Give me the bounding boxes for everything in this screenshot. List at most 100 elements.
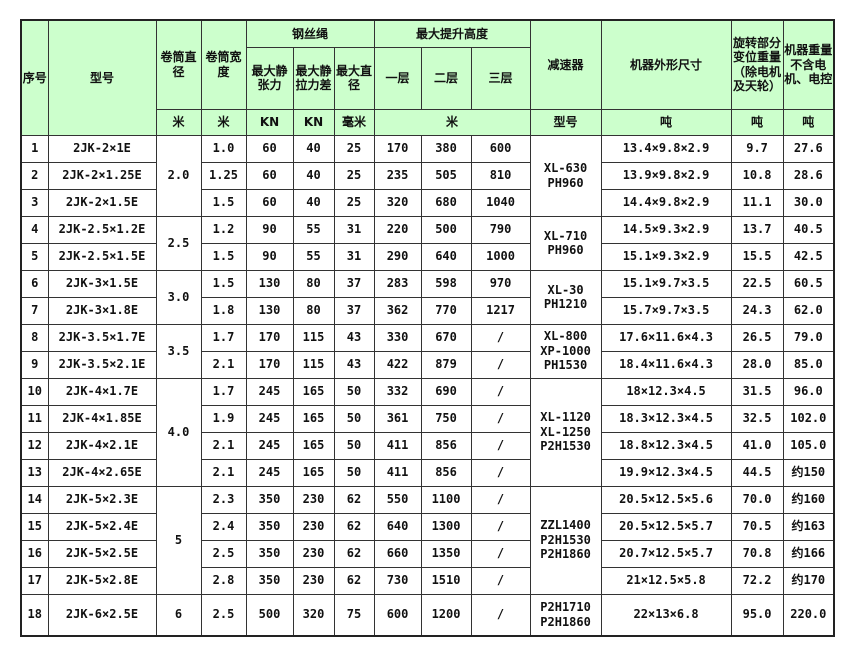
unit-rot-weight: 吨: [730, 108, 784, 136]
cell-drum-width: 1.0: [200, 134, 247, 163]
cell-max-dia: 50: [333, 431, 375, 460]
cell-seq: 13: [20, 458, 49, 487]
cell-layer2: 598: [420, 269, 472, 298]
cell-layer2: 750: [420, 404, 472, 433]
cell-max-static-tension: 245: [245, 458, 294, 487]
header-model: 型号: [47, 19, 157, 136]
header-machine-weight: 机器重量 不含电机、电控: [782, 19, 835, 110]
cell-drum-width: 1.2: [200, 215, 247, 244]
header-layer3: 三层: [470, 46, 531, 110]
cell-seq: 7: [20, 296, 49, 325]
cell-layer2: 690: [420, 377, 472, 406]
cell-max-static-diff: 230: [292, 485, 335, 514]
cell-layer2: 1510: [420, 566, 472, 595]
cell-layer2: 856: [420, 458, 472, 487]
cell-machine-weight: 约163: [782, 512, 835, 541]
cell-layer1: 550: [373, 485, 422, 514]
cell-dimensions: 15.1×9.3×2.9: [600, 242, 732, 271]
cell-layer2: 380: [420, 134, 472, 163]
cell-layer1: 235: [373, 161, 422, 190]
cell-max-dia: 37: [333, 269, 375, 298]
cell-max-dia: 25: [333, 188, 375, 217]
table-row: 1 2JK-2×1E 2.0 1.0 60 40 25 170 380 600 XL-630 PH9…: [20, 134, 835, 217]
hoist-spec-table: 序号 型号 卷筒直径 卷筒宽度 钢丝绳 最大提升高度 减速器 机器外形尺寸 旋转…: [20, 19, 836, 637]
cell-max-dia: 50: [333, 377, 375, 406]
cell-drum-width: 1.9: [200, 404, 247, 433]
cell-model: 2JK-4×2.1E: [47, 431, 157, 460]
cell-max-static-diff: 165: [292, 431, 335, 460]
cell-layer1: 361: [373, 404, 422, 433]
cell-drum-width: 1.7: [200, 377, 247, 406]
cell-dimensions: 22×13×6.8: [600, 593, 732, 636]
cell-layer3: /: [470, 350, 531, 379]
cell-layer2: 856: [420, 431, 472, 460]
cell-machine-weight: 102.0: [782, 404, 835, 433]
cell-layer2: 640: [420, 242, 472, 271]
cell-layer1: 730: [373, 566, 422, 595]
cell-machine-weight: 42.5: [782, 242, 835, 271]
cell-layer2: 500: [420, 215, 472, 244]
cell-rot-weight: 72.2: [730, 566, 784, 595]
cell-dimensions: 15.7×9.7×3.5: [600, 296, 732, 325]
cell-model: 2JK-2×1E: [47, 134, 157, 163]
cell-max-dia: 25: [333, 134, 375, 163]
cell-layer2: 879: [420, 350, 472, 379]
cell-machine-weight: 28.6: [782, 161, 835, 190]
cell-layer2: 1350: [420, 539, 472, 568]
cell-drum-dia: 2.5: [155, 215, 202, 271]
cell-max-static-tension: 350: [245, 566, 294, 595]
cell-model: 2JK-4×1.7E: [47, 377, 157, 406]
cell-drum-dia: 6: [155, 593, 202, 636]
table-body: 1 2JK-2×1E 2.0 1.0 60 40 25 170 380 600 XL-630 PH9…: [20, 134, 835, 636]
cell-layer2: 680: [420, 188, 472, 217]
cell-dimensions: 13.9×9.8×2.9: [600, 161, 732, 190]
cell-dimensions: 20.5×12.5×5.7: [600, 512, 732, 541]
cell-reducer: XL-710 PH960: [529, 215, 602, 271]
cell-max-static-tension: 245: [245, 377, 294, 406]
cell-drum-width: 2.4: [200, 512, 247, 541]
cell-dimensions: 18.8×12.3×4.5: [600, 431, 732, 460]
cell-layer1: 422: [373, 350, 422, 379]
cell-model: 2JK-5×2.3E: [47, 485, 157, 514]
cell-layer1: 362: [373, 296, 422, 325]
cell-rot-weight: 24.3: [730, 296, 784, 325]
table-row: 13 2JK-4×2.65E 2.1 245 165 50 411 856/ 19.9×12.3…: [20, 458, 835, 487]
cell-drum-dia: 3.0: [155, 269, 202, 325]
table-row: 6 2JK-3×1.5E 3.0 1.5 130 80 37 283 598 970 XL-30 P…: [20, 269, 835, 325]
cell-model: 2JK-5×2.4E: [47, 512, 157, 541]
table-row: 14 2JK-5×2.3E 5 2.3 350 230 62 550 1100/ZZL1400 …: [20, 485, 835, 595]
cell-max-static-diff: 230: [292, 566, 335, 595]
table-row: 3 2JK-2×1.5E 1.5 60 40 25 320 680 1040 14.4×9.8×2…: [20, 188, 835, 217]
cell-drum-width: 2.5: [200, 539, 247, 568]
cell-max-dia: 43: [333, 350, 375, 379]
cell-rot-weight: 13.7: [730, 215, 784, 244]
cell-model: 2JK-3.5×2.1E: [47, 350, 157, 379]
cell-layer3: /: [470, 404, 531, 433]
cell-model: 2JK-6×2.5E: [47, 593, 157, 636]
cell-seq: 10: [20, 377, 49, 406]
cell-seq: 16: [20, 539, 49, 568]
cell-machine-weight: 62.0: [782, 296, 835, 325]
cell-max-static-diff: 40: [292, 134, 335, 163]
header-seq: 序号: [20, 19, 49, 136]
unit-machine-weight: 吨: [782, 108, 835, 136]
cell-layer1: 411: [373, 431, 422, 460]
header-layer2: 二层: [420, 46, 472, 110]
cell-max-static-tension: 90: [245, 242, 294, 271]
cell-model: 2JK-4×2.65E: [47, 458, 157, 487]
cell-max-static-tension: 170: [245, 350, 294, 379]
cell-model: 2JK-2×1.5E: [47, 188, 157, 217]
cell-machine-weight: 79.0: [782, 323, 835, 352]
cell-max-dia: 62: [333, 485, 375, 514]
cell-seq: 4: [20, 215, 49, 244]
cell-seq: 11: [20, 404, 49, 433]
cell-machine-weight: 30.0: [782, 188, 835, 217]
cell-max-dia: 37: [333, 296, 375, 325]
cell-max-static-diff: 40: [292, 161, 335, 190]
cell-model: 2JK-3×1.5E: [47, 269, 157, 298]
cell-dimensions: 20.7×12.5×5.7: [600, 539, 732, 568]
table-row: 4 2JK-2.5×1.2E 2.5 1.2 90 55 31 220 500 790 XL-710…: [20, 215, 835, 271]
table-row: 18 2JK-6×2.5E 6 2.5 500 320 75 600 1200/P2H1710 …: [20, 593, 835, 636]
unit-dia: 毫米: [333, 108, 375, 136]
table-row: 9 2JK-3.5×2.1E 2.1 170 115 43 422 879/ 18.4×11.6…: [20, 350, 835, 379]
